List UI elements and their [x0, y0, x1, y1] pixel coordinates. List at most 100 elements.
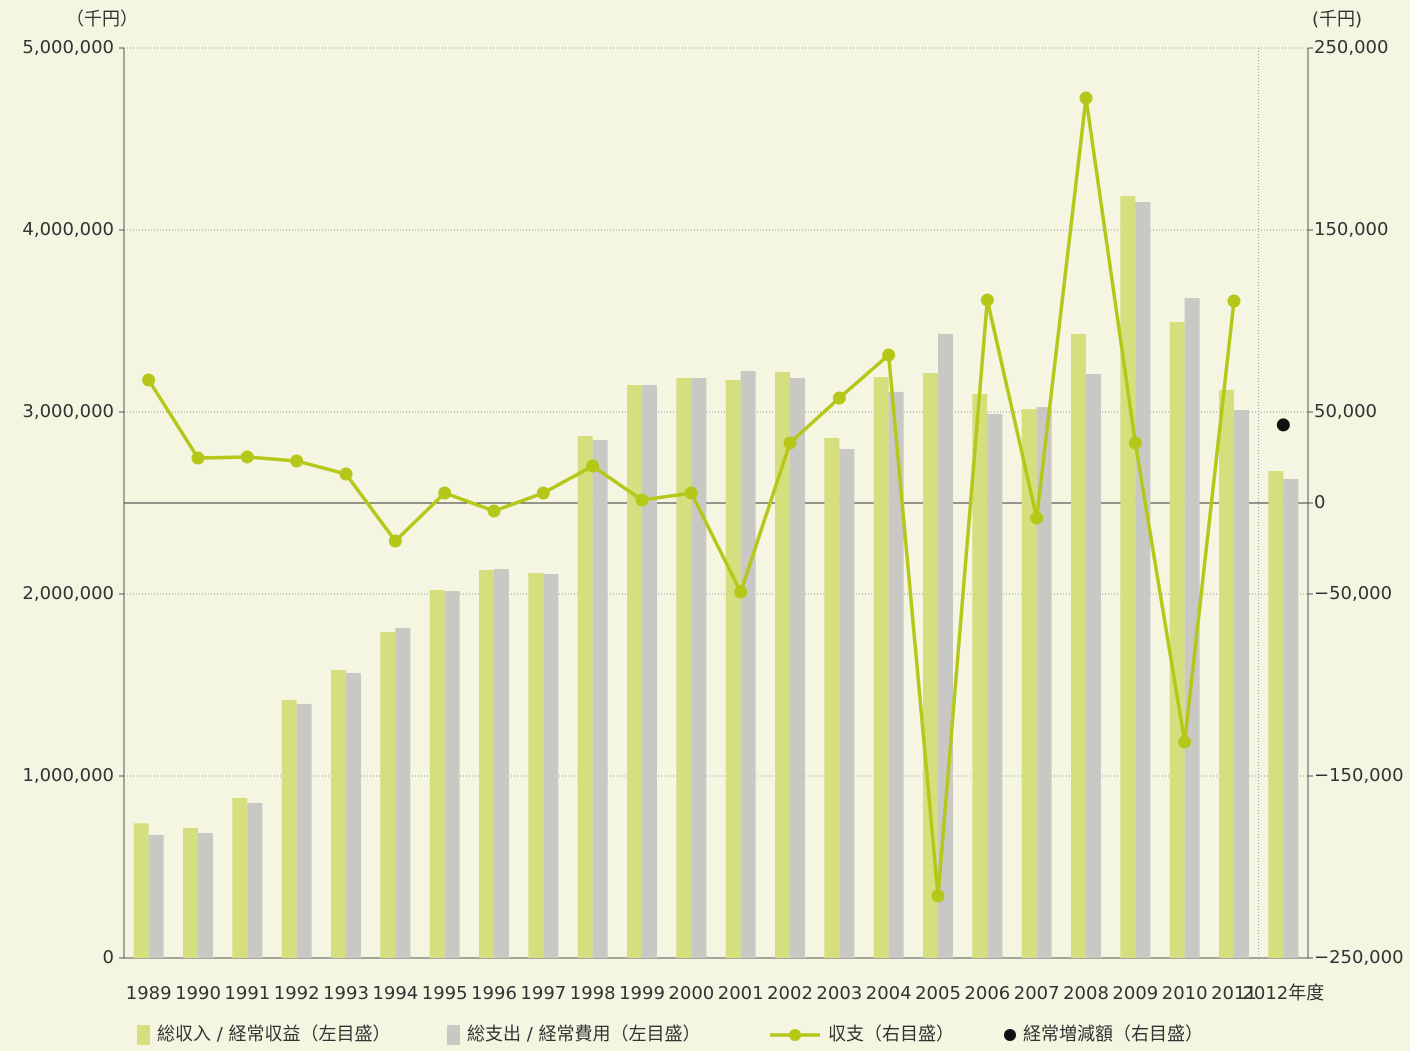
- bar: [725, 379, 741, 958]
- x-tick-label: 2000: [668, 983, 714, 1004]
- bar: [232, 798, 248, 958]
- line-marker: [487, 504, 501, 518]
- bar: [691, 377, 707, 958]
- bar: [888, 391, 904, 959]
- x-tick-label: 2009: [1112, 983, 1158, 1004]
- line-marker: [339, 467, 353, 481]
- point: [1276, 418, 1290, 432]
- x-tick-label: 1998: [570, 983, 616, 1004]
- line-marker: [684, 486, 698, 500]
- y2-tick-label: 50,000: [1314, 401, 1377, 422]
- bar: [592, 440, 608, 958]
- line-marker: [635, 493, 649, 507]
- bar: [839, 448, 855, 958]
- legend-label: 総支出 / 経常費用（左目盛）: [467, 1024, 701, 1045]
- line-marker: [1079, 91, 1093, 105]
- bar: [627, 385, 642, 959]
- x-tick-label: 1993: [323, 983, 369, 1004]
- bar: [479, 569, 494, 958]
- line-marker: [240, 450, 254, 464]
- bar: [676, 377, 692, 958]
- bar: [1135, 201, 1151, 959]
- line-marker: [191, 451, 205, 465]
- x-tick-label: 1999: [619, 983, 665, 1004]
- bar: [577, 436, 593, 958]
- x-tick-label: 2005: [915, 983, 961, 1004]
- line-marker: [783, 436, 797, 450]
- line-marker: [586, 459, 600, 473]
- y-tick-label: 4,000,000: [22, 219, 114, 240]
- bar: [296, 703, 312, 958]
- bar: [444, 591, 460, 958]
- x-tick-label: 2011: [1211, 983, 1257, 1004]
- legend-label: 収支（右目盛）: [828, 1024, 954, 1045]
- x-tick-label: 2012年度: [1242, 983, 1324, 1004]
- line-marker: [142, 373, 156, 387]
- bar: [873, 377, 889, 958]
- x-tick-label: 2003: [816, 983, 862, 1004]
- x-tick-label: 1996: [471, 983, 517, 1004]
- y-tick-label: 3,000,000: [22, 401, 114, 422]
- bar: [183, 828, 198, 958]
- bar: [775, 371, 790, 959]
- y-tick-label: 2,000,000: [22, 583, 114, 604]
- bar: [790, 377, 805, 958]
- bar: [1021, 409, 1037, 958]
- bar: [1283, 478, 1299, 958]
- y2-tick-label: 150,000: [1314, 219, 1388, 240]
- bar: [1120, 195, 1136, 958]
- line-marker: [734, 585, 748, 599]
- x-tick-label: 2004: [866, 983, 912, 1004]
- bar: [972, 393, 988, 958]
- x-tick-label: 2001: [718, 983, 764, 1004]
- line-marker: [1030, 511, 1044, 525]
- legend-swatch: [137, 1025, 150, 1045]
- bar: [1219, 389, 1234, 958]
- line-marker: [438, 486, 452, 500]
- legend-swatch: [789, 1029, 801, 1041]
- legend-label: 総収入 / 経常収益（左目盛）: [157, 1024, 391, 1045]
- line-marker: [290, 454, 304, 468]
- x-tick-label: 1997: [520, 983, 566, 1004]
- bar: [1086, 373, 1101, 958]
- bar: [1036, 407, 1052, 958]
- line-marker: [388, 534, 402, 548]
- bar: [380, 632, 396, 958]
- bar: [346, 672, 361, 958]
- y2-tick-label: −50,000: [1314, 583, 1392, 604]
- x-tick-label: 1995: [422, 983, 468, 1004]
- y2-tick-label: 0: [1314, 492, 1325, 513]
- legend-label: 経常増減額（右目盛）: [1023, 1024, 1203, 1045]
- y-tick-label: 0: [103, 947, 114, 968]
- bar: [148, 834, 164, 958]
- bar: [740, 371, 756, 958]
- bar: [429, 589, 445, 958]
- bar: [281, 699, 297, 958]
- bar: [938, 333, 953, 958]
- x-tick-label: 1991: [224, 983, 270, 1004]
- line-marker: [980, 293, 994, 307]
- line-marker: [536, 486, 550, 500]
- x-tick-label: 2006: [964, 983, 1010, 1004]
- bar: [198, 832, 213, 958]
- bar: [1169, 321, 1185, 958]
- line-marker: [882, 348, 896, 362]
- bar: [1234, 409, 1249, 958]
- bar: [1184, 298, 1200, 958]
- y2-tick-label: −150,000: [1314, 765, 1404, 786]
- bar: [133, 823, 149, 958]
- bar: [1268, 470, 1284, 958]
- line-marker: [1128, 436, 1142, 450]
- y2-tick-label: 250,000: [1314, 37, 1388, 58]
- bar: [395, 628, 411, 958]
- bar: [923, 373, 938, 958]
- x-tick-label: 1989: [126, 983, 172, 1004]
- y-tick-label: 1,000,000: [22, 765, 114, 786]
- y-unit-label: （千円）: [66, 9, 138, 30]
- line-marker: [832, 391, 846, 405]
- line-marker: [1227, 294, 1241, 308]
- x-tick-label: 1992: [274, 983, 320, 1004]
- x-tick-label: 1990: [175, 983, 221, 1004]
- legend-swatch: [1004, 1029, 1016, 1041]
